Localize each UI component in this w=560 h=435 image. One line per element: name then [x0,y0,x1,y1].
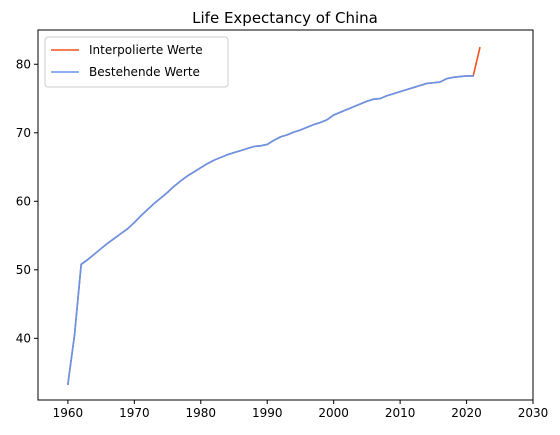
x-tick-label: 2010 [385,406,416,420]
x-tick-label: 1970 [119,406,150,420]
plot-frame [37,29,534,401]
series-line-1 [67,46,481,386]
y-tick-label: 50 [16,263,31,277]
x-tick-label: 2020 [451,406,482,420]
y-tick-label: 70 [16,126,31,140]
legend-box [44,36,229,88]
x-tick-label: 1960 [53,406,84,420]
legend-label: Interpolierte Werte [89,43,203,57]
x-tick-label: 1990 [252,406,283,420]
series-line-2 [67,75,475,386]
y-tick-label: 40 [16,331,31,345]
y-axis: 40 50 60 70 80 [16,57,38,345]
x-tick-label: 2030 [518,406,549,420]
x-axis: 1960 1970 1980 1990 2000 2010 2020 2030 [53,400,549,420]
legend-label: Bestehende Werte [89,65,200,79]
x-tick-label: 1980 [186,406,217,420]
legend: Interpolierte Werte Bestehende Werte [44,36,229,88]
x-tick-label: 2000 [318,406,349,420]
y-tick-label: 80 [16,57,31,71]
y-tick-label: 60 [16,194,31,208]
chart-title: Life Expectancy of China [192,9,378,27]
plot-area [67,46,481,386]
